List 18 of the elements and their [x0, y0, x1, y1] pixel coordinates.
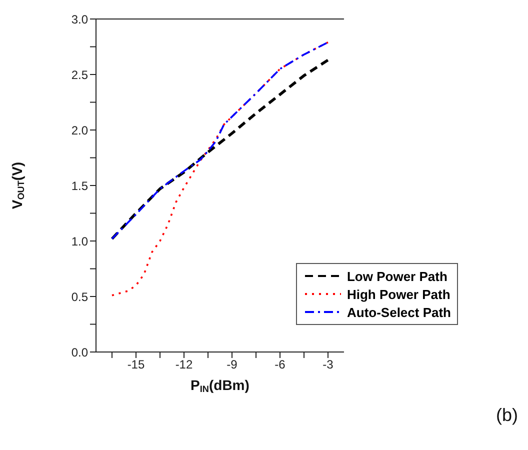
y-tick-label: 2.0	[71, 123, 88, 138]
legend-label: Auto-Select Path	[346, 304, 451, 320]
legend-label: Low Power Path	[346, 268, 448, 284]
y-tick-label: 1.5	[71, 178, 88, 193]
x-tick-label: -15	[127, 358, 145, 372]
text: (b)	[496, 405, 518, 426]
line-series	[111, 41, 329, 296]
x-tick-label: -3	[322, 358, 334, 372]
y-tick-label: 3.0	[71, 12, 88, 26]
x-tick-label: -12	[175, 358, 193, 372]
x-tick-label: -6	[274, 358, 286, 372]
legend-label: High Power Path	[346, 286, 450, 302]
x-tick-label: -9	[226, 358, 238, 372]
y-tick-label: 0.5	[71, 290, 88, 304]
y-tick-label: 2.5	[71, 68, 88, 82]
y-tick-label: 1.0	[71, 234, 88, 248]
x-axis-title: P$_{IN}$(dBm)	[190, 377, 250, 394]
text: 0.0	[71, 345, 88, 360]
